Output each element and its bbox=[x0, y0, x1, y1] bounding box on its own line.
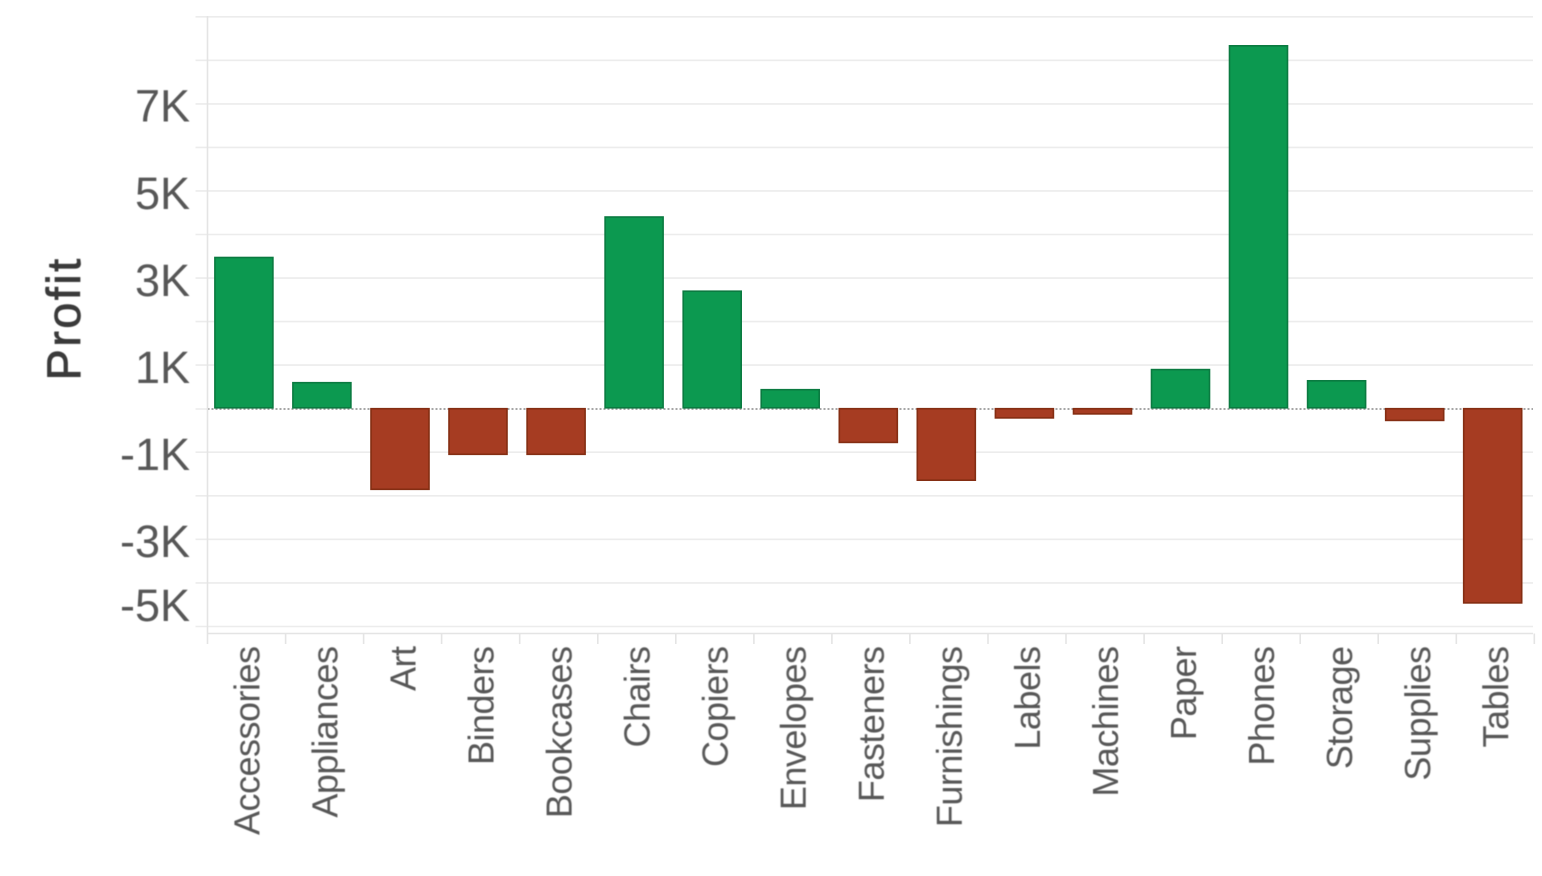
svg-text:Profit: Profit bbox=[37, 256, 90, 380]
svg-text:Appliances: Appliances bbox=[304, 647, 345, 818]
svg-text:Tables: Tables bbox=[1475, 647, 1516, 748]
svg-text:Art: Art bbox=[382, 646, 423, 691]
svg-text:Envelopes: Envelopes bbox=[773, 647, 814, 811]
svg-text:-1K: -1K bbox=[120, 429, 190, 480]
svg-text:Chairs: Chairs bbox=[617, 647, 658, 748]
svg-text:7K: 7K bbox=[135, 81, 190, 132]
svg-text:Storage: Storage bbox=[1319, 647, 1360, 770]
svg-text:Supplies: Supplies bbox=[1397, 647, 1438, 781]
svg-text:Furnishings: Furnishings bbox=[929, 647, 970, 828]
svg-text:Machines: Machines bbox=[1085, 647, 1126, 797]
svg-text:Paper: Paper bbox=[1163, 646, 1204, 740]
svg-text:1K: 1K bbox=[135, 342, 190, 393]
svg-text:Labels: Labels bbox=[1007, 647, 1048, 750]
svg-text:Fasteners: Fasteners bbox=[851, 647, 892, 803]
svg-text:3K: 3K bbox=[135, 255, 190, 306]
svg-text:Copiers: Copiers bbox=[695, 647, 736, 768]
svg-text:5K: 5K bbox=[135, 168, 190, 219]
svg-text:Phones: Phones bbox=[1241, 647, 1282, 766]
svg-text:Binders: Binders bbox=[460, 647, 501, 766]
svg-text:-3K: -3K bbox=[120, 516, 190, 567]
svg-text:Bookcases: Bookcases bbox=[539, 647, 580, 819]
svg-text:Accessories: Accessories bbox=[226, 647, 267, 836]
svg-text:-5K: -5K bbox=[120, 580, 190, 631]
